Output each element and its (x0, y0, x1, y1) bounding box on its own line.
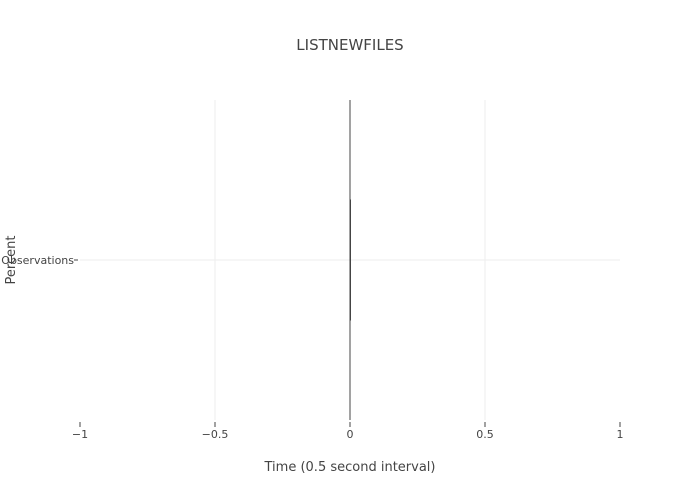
y-axis-title: Percent (4, 236, 19, 285)
x-tick-label: 1 (617, 428, 624, 441)
x-tick-label: 0.5 (476, 428, 494, 441)
x-axis-title: Time (0.5 second interval) (264, 460, 436, 475)
chart-title: LISTNEWFILES (296, 36, 403, 54)
box-mark (349, 199, 351, 321)
x-tick-label: 0 (347, 428, 354, 441)
x-tick-label: −0.5 (202, 428, 229, 441)
x-tick-label: −1 (72, 428, 88, 441)
y-tick-label: Observations (1, 254, 74, 267)
marks-layer (349, 199, 351, 321)
axis-layer: −1 −0.5 0 0.5 1 Observations (1, 254, 623, 441)
